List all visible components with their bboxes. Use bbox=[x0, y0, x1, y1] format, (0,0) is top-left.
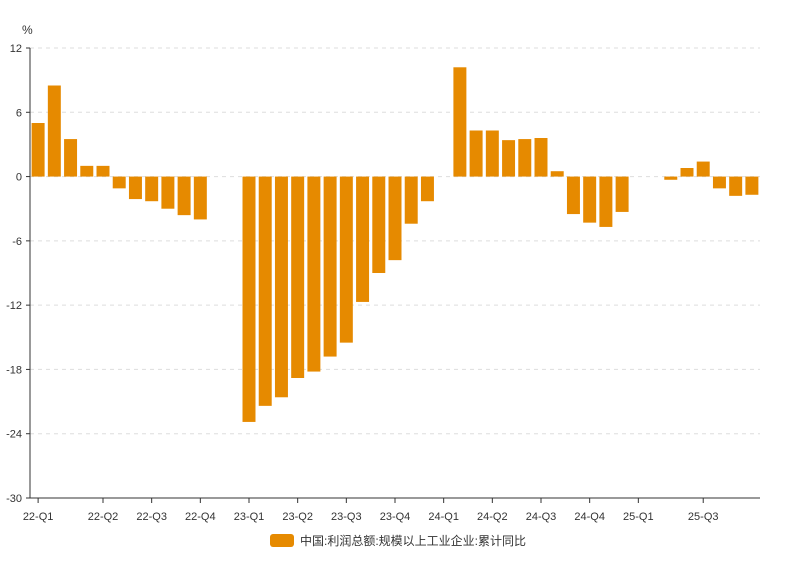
x-tick-label: 23-Q4 bbox=[380, 511, 411, 523]
x-tick-label: 25-Q3 bbox=[688, 511, 719, 523]
y-tick-label: 6 bbox=[16, 107, 22, 119]
x-tick-label: 24-Q3 bbox=[526, 511, 557, 523]
bar[interactable] bbox=[453, 67, 467, 177]
y-axis-unit-label: % bbox=[22, 23, 33, 37]
legend-swatch bbox=[269, 534, 294, 547]
bar[interactable] bbox=[518, 139, 532, 177]
bar[interactable] bbox=[502, 140, 516, 177]
bar[interactable] bbox=[583, 176, 597, 223]
bar[interactable] bbox=[339, 176, 353, 343]
x-tick-label: 23-Q3 bbox=[331, 511, 362, 523]
bar[interactable] bbox=[80, 165, 94, 177]
axes bbox=[29, 48, 760, 499]
x-tick-label: 22-Q1 bbox=[23, 511, 54, 523]
bar[interactable] bbox=[112, 176, 126, 189]
bar[interactable] bbox=[696, 161, 710, 177]
bar[interactable] bbox=[372, 176, 386, 273]
bar[interactable] bbox=[420, 176, 434, 202]
x-tick-label: 22-Q4 bbox=[185, 511, 216, 523]
bar[interactable] bbox=[615, 176, 629, 212]
bar[interactable] bbox=[599, 176, 613, 227]
x-tick-label: 25-Q1 bbox=[623, 511, 654, 523]
bar[interactable] bbox=[307, 176, 321, 372]
bar[interactable] bbox=[161, 176, 175, 209]
x-tick-label: 23-Q1 bbox=[234, 511, 265, 523]
y-tick-label: 0 bbox=[16, 172, 22, 184]
bar[interactable] bbox=[128, 176, 142, 200]
bar[interactable] bbox=[64, 139, 78, 177]
bar[interactable] bbox=[534, 138, 548, 177]
bar[interactable] bbox=[274, 176, 288, 398]
bar[interactable] bbox=[258, 176, 272, 406]
x-tick-label: 24-Q1 bbox=[428, 511, 459, 523]
bar[interactable] bbox=[404, 176, 418, 224]
bar[interactable] bbox=[729, 176, 743, 196]
y-tick-label: -6 bbox=[12, 236, 22, 248]
y-tick-label: 12 bbox=[10, 43, 22, 55]
legend-label: 中国:利润总额:规模以上工业企业:累计同比 bbox=[299, 534, 526, 548]
grid-lines bbox=[30, 47, 760, 435]
bar[interactable] bbox=[550, 171, 564, 177]
bar[interactable] bbox=[566, 176, 580, 215]
bar[interactable] bbox=[193, 176, 207, 220]
bar[interactable] bbox=[96, 165, 110, 177]
bar[interactable] bbox=[177, 176, 191, 216]
y-tick-label: -30 bbox=[6, 493, 22, 505]
legend[interactable]: 中国:利润总额:规模以上工业企业:累计同比 bbox=[0, 532, 796, 549]
bar[interactable] bbox=[485, 130, 499, 177]
bar[interactable] bbox=[145, 176, 159, 202]
x-tick-label: 22-Q3 bbox=[136, 511, 167, 523]
bar[interactable] bbox=[469, 130, 483, 177]
bar[interactable] bbox=[356, 176, 370, 302]
y-axis-ticks: 12 6 0 -6 -12 -18 -24 -30 bbox=[6, 43, 30, 505]
bar[interactable] bbox=[680, 168, 694, 177]
bar[interactable] bbox=[47, 85, 61, 177]
x-axis-ticks: 22-Q1 22-Q2 22-Q3 22-Q4 23-Q1 23-Q2 23-Q3 23-Q4… bbox=[23, 498, 719, 523]
bar[interactable] bbox=[388, 176, 402, 261]
bar[interactable] bbox=[242, 176, 256, 422]
bar[interactable] bbox=[745, 176, 759, 195]
x-tick-label: 23-Q2 bbox=[282, 511, 313, 523]
y-tick-label: -18 bbox=[6, 364, 22, 376]
bar-series bbox=[31, 67, 759, 422]
x-tick-label: 24-Q4 bbox=[574, 511, 605, 523]
bar[interactable] bbox=[291, 176, 305, 378]
y-tick-label: -12 bbox=[6, 300, 22, 312]
bar[interactable] bbox=[31, 123, 45, 177]
y-tick-label: -24 bbox=[6, 429, 22, 441]
x-tick-label: 22-Q2 bbox=[88, 511, 119, 523]
bar[interactable] bbox=[323, 176, 337, 357]
bar[interactable] bbox=[664, 176, 678, 180]
x-tick-label: 24-Q2 bbox=[477, 511, 508, 523]
bar[interactable] bbox=[712, 176, 726, 189]
